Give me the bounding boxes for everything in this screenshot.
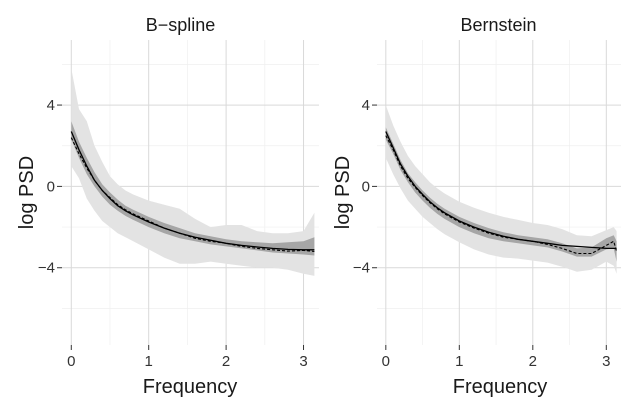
y-ticks-bernstein: −4 0 4	[353, 97, 377, 277]
lines-bernstein	[385, 131, 618, 255]
bands-bspline	[71, 68, 315, 276]
credible-band-outer	[71, 68, 315, 276]
x-tick-label: 3	[299, 353, 307, 370]
x-ticks-bernstein: 0 1 2 3	[382, 345, 610, 370]
x-axis-title-bspline: Frequency	[143, 376, 238, 398]
series-line-dashed	[70, 137, 315, 253]
y-axis-title-bspline: log PSD	[16, 156, 38, 229]
x-tick-label: 0	[382, 353, 390, 370]
credible-band-outer	[385, 105, 617, 274]
y-ticks-bspline: −4 0 4	[38, 97, 62, 277]
x-tick-label: 3	[602, 353, 610, 370]
panel-bspline: B−spline 0 1 2 3 −4 0 4 Frequency log PSD	[16, 15, 319, 398]
x-tick-label: 1	[455, 353, 463, 370]
y-tick-label: 0	[362, 178, 370, 195]
x-ticks-bspline: 0 1 2 3	[67, 345, 308, 370]
panel-title-bernstein: Bernstein	[460, 15, 536, 35]
y-tick-label: −4	[353, 260, 370, 277]
y-axis-title-bernstein: log PSD	[332, 156, 354, 229]
x-tick-label: 2	[222, 353, 230, 370]
panel-bernstein: Bernstein 0 1 2 3 −4 0 4 Frequency log PSD	[332, 15, 621, 398]
series-line-solid	[385, 131, 617, 250]
lines-bspline	[70, 131, 315, 253]
y-tick-label: 4	[362, 97, 370, 114]
x-tick-label: 0	[67, 353, 75, 370]
x-tick-label: 2	[529, 353, 537, 370]
y-tick-label: 0	[47, 178, 55, 195]
y-tick-label: 4	[47, 97, 55, 114]
series-line-dashed	[385, 135, 618, 255]
grid-bspline	[62, 40, 319, 345]
x-tick-label: 1	[145, 353, 153, 370]
panel-title-bspline: B−spline	[146, 15, 216, 35]
x-axis-title-bernstein: Frequency	[453, 376, 548, 398]
y-tick-label: −4	[38, 260, 55, 277]
